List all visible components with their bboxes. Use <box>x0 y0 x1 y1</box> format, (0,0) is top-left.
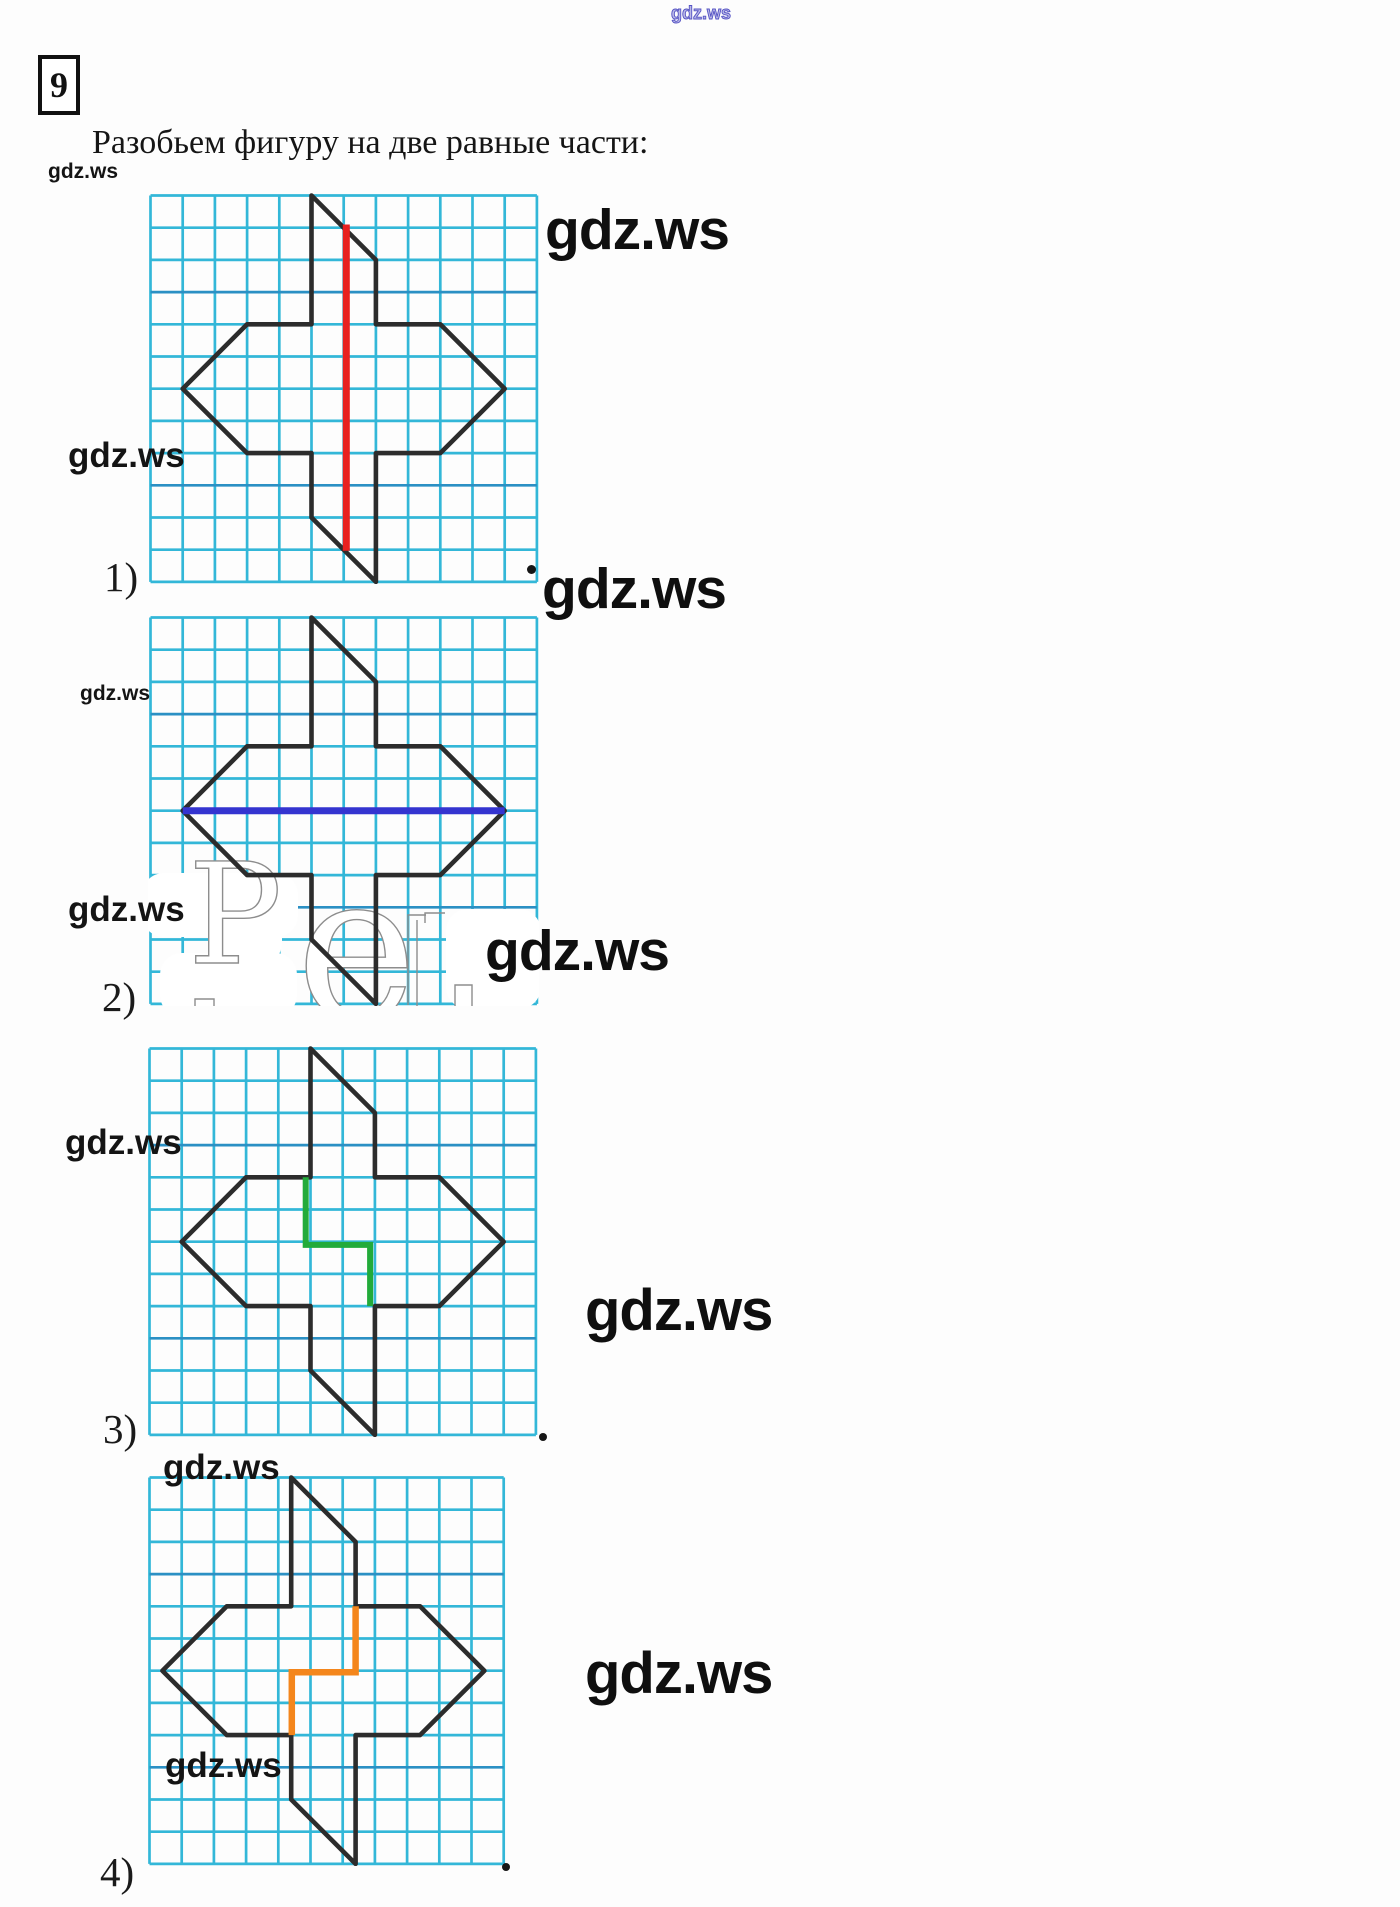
problem-number: 9 <box>50 65 68 105</box>
figure-3-label: 3) <box>103 1406 138 1452</box>
erased-watermark-letter: е <box>296 830 417 1006</box>
watermark-after-figure-1-label: gdz.ws <box>542 557 727 621</box>
erased-watermark-fragment <box>454 984 473 1006</box>
figure-shape-outline <box>160 1475 487 1866</box>
figure-shape-outline <box>180 615 508 1006</box>
figure-2-label: 2) <box>102 974 137 1020</box>
period-after-figure-1 <box>527 565 536 574</box>
figure-1-label: 1) <box>104 554 139 600</box>
page-title: Разобьем фигуру на две равные части: <box>92 124 649 161</box>
watermark-right-of-figure-2: gdz.ws <box>485 919 670 983</box>
watermark-right-of-figure-4: gdz.ws <box>585 1641 773 1706</box>
watermark-left-of-figure-1: gdz.ws <box>68 436 185 475</box>
watermark-right-of-figure-3: gdz.ws <box>585 1278 773 1343</box>
dividing-cut-line-orange <box>288 1606 359 1736</box>
figure-4-grid-diagram <box>148 1475 506 1866</box>
watermark-right-of-figure-1: gdz.ws <box>545 198 730 262</box>
problem-number-box: 9 <box>38 55 80 115</box>
period-after-figure-4 <box>502 1863 510 1871</box>
erased-watermark-fragment <box>424 912 445 923</box>
watermark-below-figure-3: gdz.ws <box>163 1448 280 1487</box>
dividing-cut-line-green <box>302 1177 374 1307</box>
erased-watermark-fragment <box>194 998 215 1006</box>
figure-4-label: 4) <box>100 1849 135 1895</box>
watermark-left-of-figure-2: gdz.ws <box>68 890 185 929</box>
watermark-above-figure-2: gdz.ws <box>80 682 151 705</box>
watermark-top: gdz.ws <box>671 3 732 24</box>
erased-watermark-fragment <box>407 914 426 1005</box>
erased-watermark-blob <box>160 953 297 1006</box>
erased-watermark-blob <box>446 909 539 1006</box>
figure-1-grid-diagram <box>149 193 539 584</box>
watermark-left-of-figure-3: gdz.ws <box>65 1123 182 1162</box>
erased-watermark-letter: Р <box>188 834 282 997</box>
figure-shape-outline <box>179 1046 507 1437</box>
watermark-under-title: gdz.ws <box>48 160 119 183</box>
watermark-inside-figure-4: gdz.ws <box>165 1746 282 1785</box>
erased-watermark-blob <box>212 915 282 965</box>
period-after-figure-3 <box>539 1433 547 1441</box>
figure-3-grid-diagram <box>148 1046 538 1437</box>
figure-shape-outline <box>180 193 508 584</box>
